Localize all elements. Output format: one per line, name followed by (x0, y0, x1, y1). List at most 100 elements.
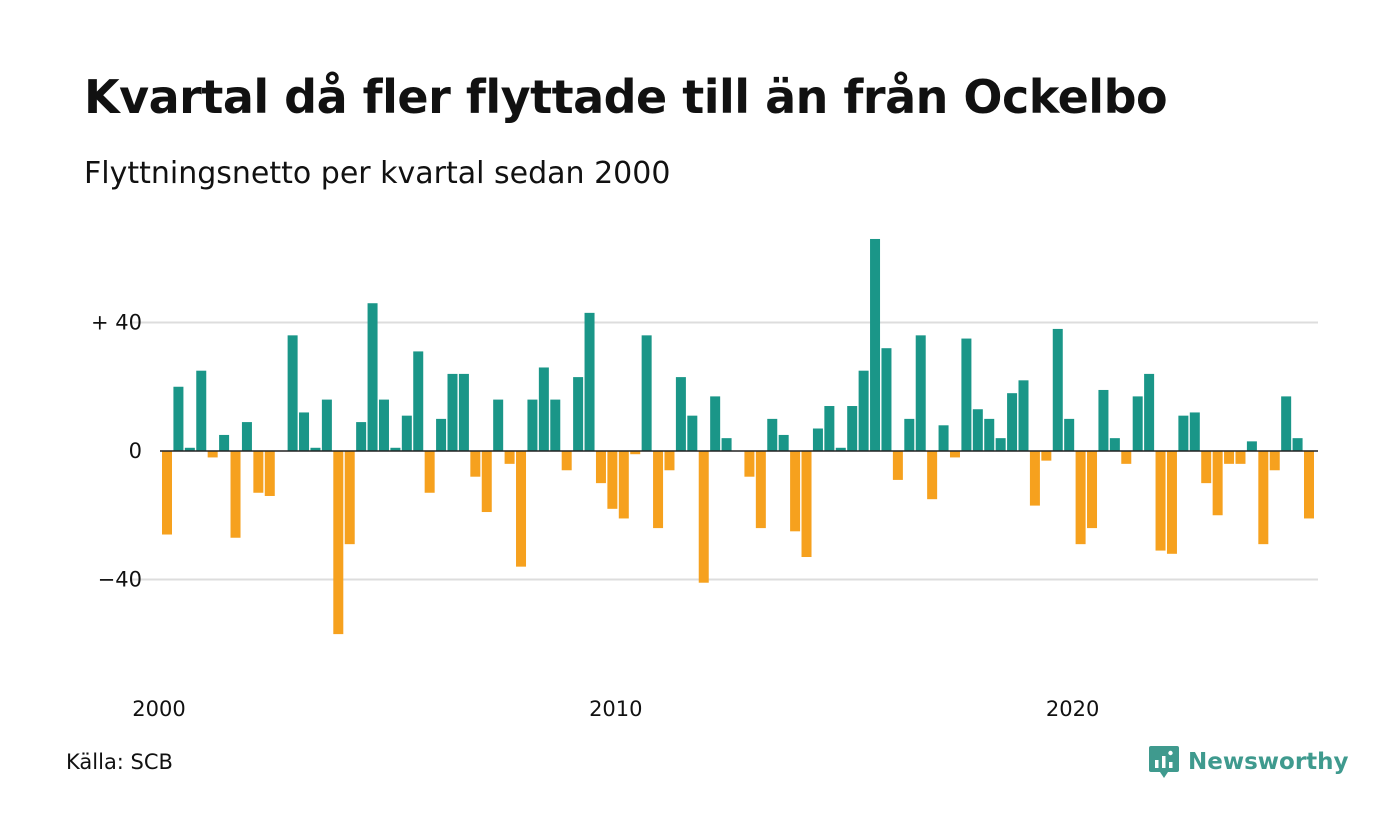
bar (778, 434, 789, 451)
bar (961, 338, 972, 451)
bar (253, 451, 264, 493)
bar (595, 451, 606, 484)
bar (470, 451, 481, 477)
bar (1132, 396, 1143, 451)
y-tick-label: + 40 (91, 311, 142, 335)
bar (390, 447, 401, 451)
bar (413, 351, 424, 451)
bar (207, 451, 218, 458)
bar (1064, 418, 1075, 452)
bar (938, 425, 949, 451)
bar-chart: + 40 0 −40 2000 2010 2020 (91, 238, 1318, 721)
x-tick-label: 2010 (589, 697, 642, 721)
bar (1155, 451, 1166, 551)
bar (790, 451, 801, 532)
gridlines (130, 321, 1318, 581)
bar (1212, 451, 1223, 516)
bar (1166, 451, 1177, 554)
bar (458, 373, 469, 451)
bar (949, 451, 960, 458)
bar (436, 418, 447, 452)
bar (812, 428, 823, 451)
bar (493, 399, 504, 451)
bar (1041, 451, 1052, 461)
bar (1018, 380, 1029, 451)
bar (995, 438, 1006, 451)
newsworthy-logo-icon (1149, 746, 1179, 778)
bar (744, 451, 755, 477)
bar (1292, 438, 1303, 451)
bar (664, 451, 675, 471)
bar (881, 348, 892, 451)
bar (447, 373, 458, 451)
bar (219, 434, 230, 451)
bar (1098, 389, 1109, 451)
bar (1281, 396, 1292, 451)
bar (607, 451, 618, 509)
bar (858, 370, 869, 451)
bar (378, 399, 389, 451)
bar (1258, 451, 1269, 545)
bar (344, 451, 355, 545)
bar (755, 451, 766, 529)
y-axis-ticks: + 40 0 −40 (91, 311, 142, 592)
bar (573, 377, 584, 451)
bar (356, 422, 367, 451)
bar (241, 422, 252, 451)
bar (675, 377, 686, 451)
bar (984, 418, 995, 452)
bar (1121, 451, 1132, 464)
bar (550, 399, 561, 451)
bar (584, 312, 595, 451)
bar (299, 412, 310, 451)
bar (310, 447, 321, 451)
bar (401, 415, 412, 451)
bar (801, 451, 812, 558)
bar (1109, 438, 1120, 451)
bar (1178, 415, 1189, 451)
bar (230, 451, 241, 538)
bar (835, 447, 846, 451)
bar (424, 451, 435, 493)
bar (173, 386, 184, 451)
bar (721, 438, 732, 451)
bar (767, 418, 778, 452)
bar (1246, 441, 1257, 451)
bar (1224, 451, 1235, 464)
bar (630, 451, 641, 455)
bar (1201, 451, 1212, 484)
brand-logo: Newsworthy (1148, 744, 1349, 780)
bar (1087, 451, 1098, 529)
bar (892, 451, 903, 480)
bar (1189, 412, 1200, 451)
bar (641, 335, 652, 451)
bar (847, 406, 858, 451)
bar (1007, 393, 1018, 451)
bar (870, 238, 881, 451)
bar (653, 451, 664, 529)
bar (264, 451, 275, 496)
bar (698, 451, 709, 583)
bar (618, 451, 629, 519)
bar (516, 451, 527, 567)
bar (824, 406, 835, 451)
bar (1269, 451, 1280, 471)
bar (162, 451, 172, 535)
bar (333, 451, 344, 635)
bar (321, 399, 332, 451)
bar (972, 409, 983, 451)
bar (904, 418, 915, 452)
bar (538, 367, 549, 451)
bar (561, 451, 572, 471)
source-note: Källa: SCB (66, 750, 173, 774)
bar (367, 303, 378, 451)
y-tick-label: −40 (98, 568, 142, 592)
chart-subtitle: Flyttningsnetto per kvartal sedan 2000 (84, 156, 671, 191)
bars (162, 238, 1314, 635)
bar (927, 451, 938, 500)
bar (1235, 451, 1246, 464)
bar (687, 415, 698, 451)
x-tick-label: 2000 (132, 697, 185, 721)
bar (915, 335, 926, 451)
y-tick-label: 0 (129, 439, 142, 463)
